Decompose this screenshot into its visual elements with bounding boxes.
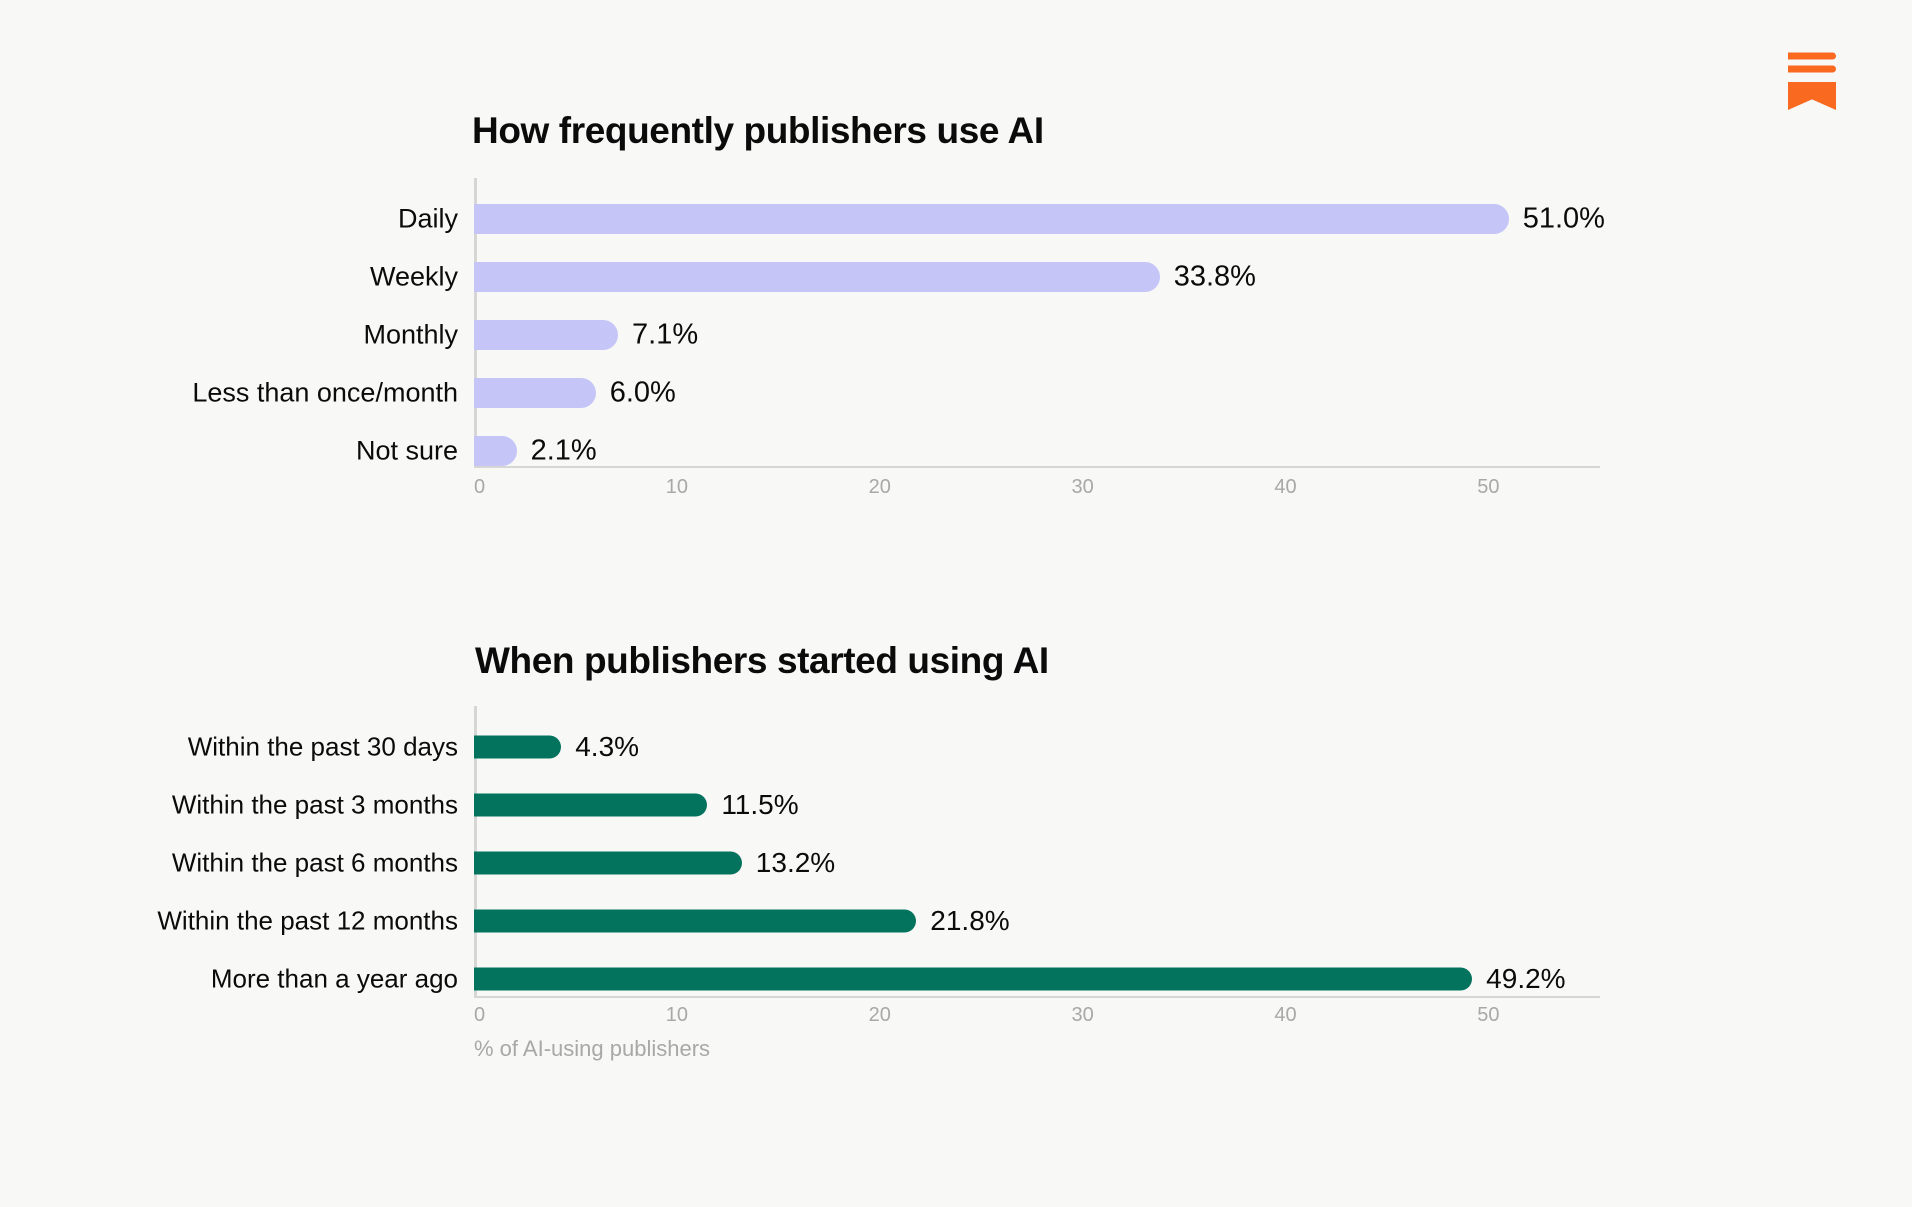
bar	[474, 851, 742, 875]
x-tick-label: 10	[665, 476, 688, 498]
value-label: 2.1%	[530, 434, 597, 467]
value-label: 21.8%	[930, 905, 1010, 936]
bar-row: More than a year ago 49.2%	[211, 950, 1600, 1008]
chart-title: When publishers started using AI	[475, 640, 1049, 681]
x-tick-label: 20	[868, 476, 891, 498]
value-label: 4.3%	[575, 731, 640, 762]
bar	[474, 909, 917, 933]
x-axis-ticks: 0 10 20 30 40 50	[474, 476, 1600, 506]
value-label: 7.1%	[632, 318, 699, 351]
category-label: Not sure	[355, 435, 458, 466]
x-tick-label: 0	[474, 1004, 486, 1026]
bar-row: Within the past 3 months 11.5%	[172, 776, 1600, 834]
bar-row: Monthly 7.1%	[363, 306, 1600, 364]
category-label: Within the past 6 months	[171, 847, 458, 878]
x-axis-label: % of AI-using publishers	[474, 1036, 711, 1061]
x-tick-label: 30	[1071, 476, 1094, 498]
logo-stripe-top	[1788, 52, 1836, 60]
bar-row: Within the past 30 days 4.3%	[188, 718, 1600, 776]
bar	[474, 793, 708, 817]
x-axis-line	[474, 466, 1600, 468]
bar	[474, 967, 1473, 991]
x-axis-line	[474, 996, 1600, 998]
plot-area: Daily 51.0% Weekly 33.8% Monthly 7.1% Less tha…	[192, 178, 1605, 468]
category-label: Within the past 12 months	[157, 905, 458, 936]
logo-stripe-middle	[1788, 65, 1836, 73]
value-label: 6.0%	[609, 376, 676, 409]
bar	[474, 735, 562, 759]
bar	[474, 378, 596, 408]
bar-row: Within the past 6 months 13.2%	[172, 834, 1600, 892]
x-tick-label: 10	[665, 1004, 688, 1026]
bar	[474, 436, 517, 466]
value-label: 51.0%	[1522, 202, 1605, 235]
category-label: Daily	[397, 203, 458, 234]
category-label: More than a year ago	[210, 963, 458, 994]
bar-row: Daily 51.0%	[398, 190, 1605, 248]
category-label: Less than once/month	[192, 377, 458, 408]
value-label: 49.2%	[1486, 963, 1566, 994]
value-label: 13.2%	[755, 847, 836, 878]
x-tick-label: 40	[1274, 476, 1297, 498]
bar-row: Not sure 2.1%	[356, 422, 1600, 480]
chart-title: How frequently publishers use AI	[472, 110, 1044, 151]
x-tick-label: 30	[1071, 1004, 1094, 1026]
value-label: 33.8%	[1173, 260, 1256, 293]
bar-row: Less than once/month 6.0%	[192, 364, 1600, 422]
bookmark-logo	[1788, 52, 1836, 110]
category-label: Within the past 3 months	[171, 789, 458, 820]
value-label: 11.5%	[721, 789, 799, 820]
bar-row: Weekly 33.8%	[370, 248, 1600, 306]
logo-flag-shape	[1788, 82, 1836, 110]
x-tick-label: 20	[868, 1004, 891, 1026]
bar-row: Within the past 12 months 21.8%	[157, 892, 1600, 950]
x-tick-label: 0	[474, 476, 486, 498]
x-tick-label: 50	[1477, 1004, 1500, 1026]
category-label: Weekly	[369, 261, 458, 292]
bar	[474, 262, 1160, 292]
category-label: Monthly	[363, 319, 458, 350]
bar	[474, 320, 619, 350]
x-tick-label: 40	[1274, 1004, 1297, 1026]
plot-area: Within the past 30 days 4.3% Within the pa…	[157, 706, 1600, 998]
x-axis-ticks: 0 10 20 30 40 50	[474, 1004, 1600, 1034]
x-tick-label: 50	[1477, 476, 1500, 498]
bar	[474, 204, 1509, 234]
category-label: Within the past 30 days	[187, 731, 458, 762]
